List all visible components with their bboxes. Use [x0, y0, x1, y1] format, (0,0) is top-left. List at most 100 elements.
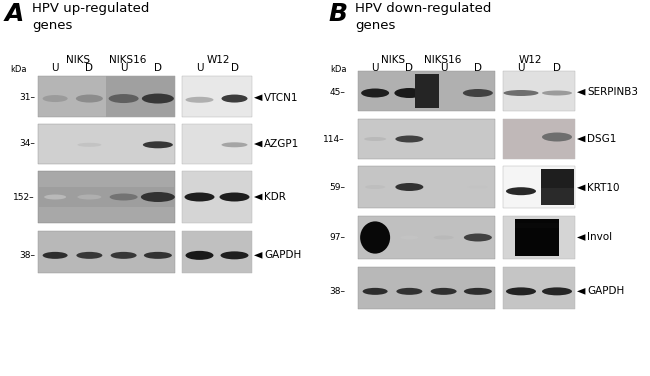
Text: 97–: 97–	[329, 233, 345, 242]
Bar	[415, 74, 439, 108]
Text: HPV up-regulated
genes: HPV up-regulated genes	[32, 2, 150, 32]
Bar	[503, 267, 575, 309]
Text: D: D	[154, 63, 162, 73]
Polygon shape	[577, 288, 586, 295]
Polygon shape	[577, 234, 586, 241]
Ellipse shape	[434, 235, 454, 240]
Text: U: U	[196, 63, 203, 73]
Polygon shape	[577, 89, 586, 96]
Text: U: U	[51, 63, 59, 73]
Bar	[38, 171, 175, 223]
Polygon shape	[254, 94, 263, 101]
Ellipse shape	[185, 97, 213, 103]
Text: KRT10: KRT10	[587, 183, 619, 193]
Text: D: D	[85, 63, 94, 73]
Polygon shape	[254, 252, 263, 259]
Text: 59–: 59–	[329, 183, 345, 193]
Ellipse shape	[220, 193, 250, 202]
Bar	[415, 74, 439, 108]
Bar	[515, 223, 559, 228]
Bar	[503, 216, 575, 259]
Text: D: D	[474, 63, 482, 73]
Ellipse shape	[43, 252, 68, 259]
Ellipse shape	[77, 194, 101, 200]
Ellipse shape	[109, 94, 138, 103]
Polygon shape	[577, 136, 586, 142]
Ellipse shape	[220, 252, 248, 259]
Ellipse shape	[430, 288, 456, 295]
Ellipse shape	[395, 135, 423, 143]
Text: 152–: 152–	[14, 193, 35, 202]
Text: KDR: KDR	[264, 192, 286, 202]
Text: NIKS: NIKS	[381, 55, 405, 65]
Text: DSG1: DSG1	[587, 134, 616, 144]
Bar	[358, 119, 495, 159]
Text: B: B	[328, 2, 347, 26]
Ellipse shape	[143, 141, 173, 148]
Text: 31–: 31–	[19, 93, 35, 102]
Bar	[358, 166, 495, 208]
Ellipse shape	[463, 89, 493, 97]
Text: U: U	[120, 63, 127, 73]
Text: D: D	[553, 63, 561, 73]
Text: Invol: Invol	[587, 232, 612, 243]
Bar	[503, 71, 575, 111]
Ellipse shape	[76, 94, 103, 103]
Ellipse shape	[468, 185, 488, 188]
Ellipse shape	[111, 252, 136, 259]
Ellipse shape	[43, 95, 68, 102]
Text: SERPINB3: SERPINB3	[587, 87, 638, 97]
Bar	[358, 71, 495, 111]
Text: NIKS16: NIKS16	[109, 55, 147, 65]
Text: kDa: kDa	[330, 65, 347, 74]
Polygon shape	[254, 194, 263, 200]
Text: A: A	[5, 2, 25, 26]
Bar	[358, 267, 495, 309]
Text: 34–: 34–	[19, 139, 35, 149]
Bar	[503, 119, 575, 159]
Bar	[38, 186, 175, 208]
Ellipse shape	[363, 288, 387, 295]
Ellipse shape	[365, 185, 385, 189]
Text: 38–: 38–	[329, 287, 345, 296]
Ellipse shape	[185, 193, 215, 202]
Ellipse shape	[542, 287, 572, 296]
Ellipse shape	[77, 252, 103, 259]
Ellipse shape	[361, 88, 389, 97]
Bar	[515, 219, 559, 256]
Text: GAPDH: GAPDH	[264, 250, 301, 260]
Text: D: D	[406, 63, 413, 73]
Ellipse shape	[185, 251, 213, 260]
Text: NIKS: NIKS	[66, 55, 90, 65]
Bar	[106, 76, 175, 117]
Ellipse shape	[506, 187, 536, 195]
Ellipse shape	[222, 142, 248, 147]
Bar	[182, 76, 252, 117]
Text: W12: W12	[518, 55, 541, 65]
Ellipse shape	[141, 192, 175, 202]
Bar	[503, 119, 575, 159]
Ellipse shape	[506, 287, 536, 296]
Ellipse shape	[364, 137, 386, 141]
Ellipse shape	[142, 94, 174, 103]
Text: NIKS16: NIKS16	[424, 55, 461, 65]
Ellipse shape	[542, 132, 572, 141]
Bar	[182, 124, 252, 164]
Ellipse shape	[396, 288, 422, 295]
Text: kDa: kDa	[10, 65, 27, 74]
Text: HPV down-regulated
genes: HPV down-regulated genes	[355, 2, 491, 32]
Text: U: U	[371, 63, 379, 73]
Bar	[541, 169, 574, 205]
Ellipse shape	[400, 235, 419, 240]
Ellipse shape	[144, 252, 172, 259]
Bar	[38, 124, 175, 164]
Text: 45–: 45–	[329, 88, 345, 97]
Ellipse shape	[395, 183, 423, 191]
Text: U: U	[517, 63, 525, 73]
Polygon shape	[577, 185, 586, 191]
Ellipse shape	[110, 194, 138, 200]
Text: U: U	[440, 63, 447, 73]
Polygon shape	[254, 141, 263, 147]
Bar	[182, 231, 252, 273]
Ellipse shape	[504, 90, 538, 96]
